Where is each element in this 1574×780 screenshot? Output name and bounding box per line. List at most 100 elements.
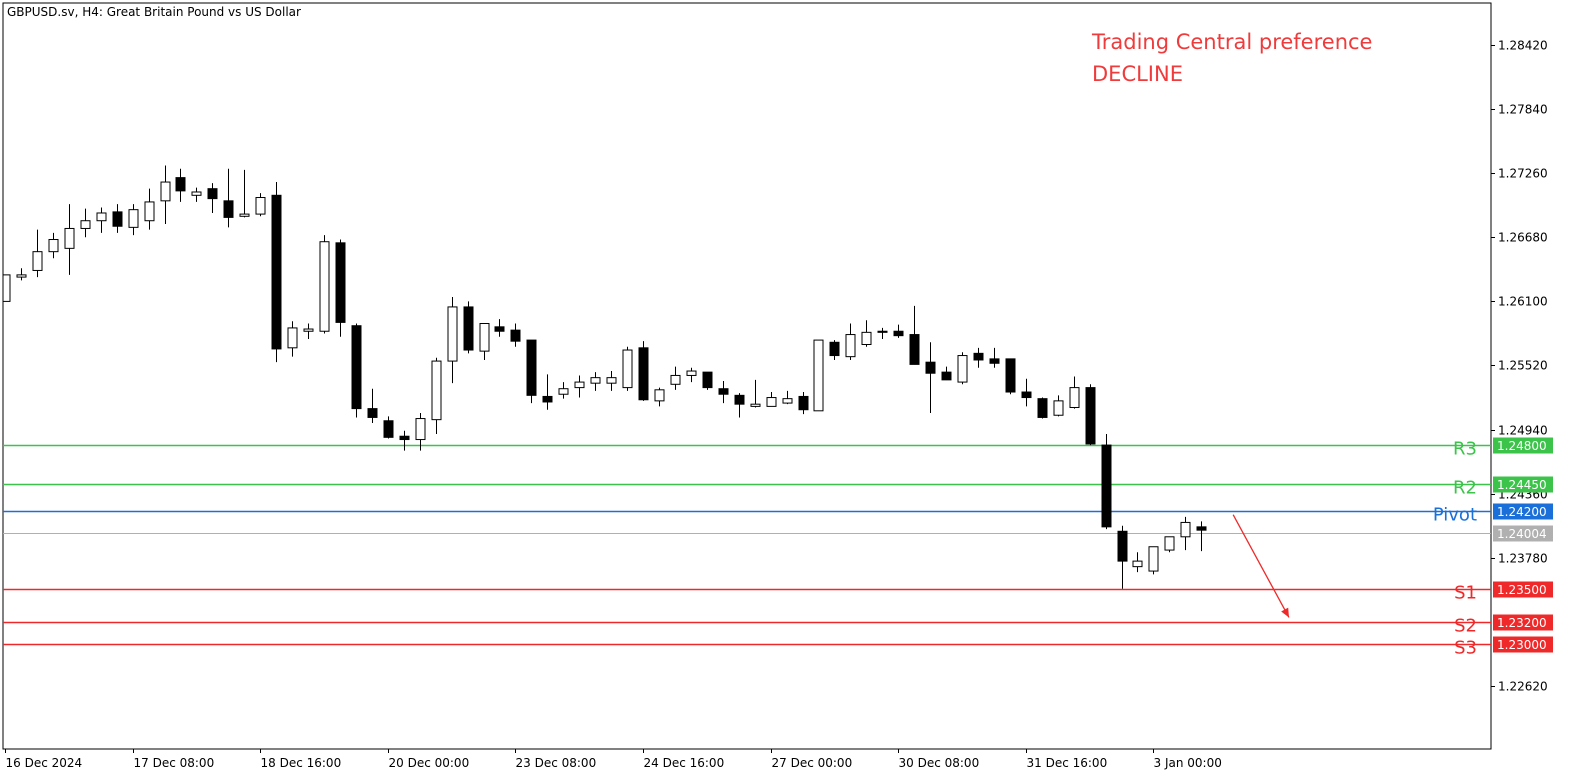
candle [447, 296, 458, 384]
candle [877, 327, 888, 339]
candle [925, 342, 936, 414]
x-tick-label: 23 Dec 08:00 [516, 756, 597, 770]
x-tick-label: 3 Jan 00:00 [1154, 756, 1222, 770]
candle-bullish [239, 213, 250, 217]
candle [989, 347, 1000, 368]
candle [718, 380, 729, 404]
candle-bearish [207, 188, 218, 200]
symbol-title: GBPUSD.sv, H4: Great Britain Pound vs US… [7, 5, 301, 19]
candle-bearish [1005, 358, 1016, 393]
level-price-label: 1.23500 [1497, 583, 1547, 597]
candle-bullish [431, 360, 442, 421]
candle [80, 208, 91, 238]
level-label-s2: S2 [1454, 616, 1477, 637]
x-tick-label: 27 Dec 00:00 [772, 756, 853, 770]
candle [1164, 536, 1175, 553]
level-price-box [1493, 636, 1553, 653]
candle [191, 187, 202, 202]
candle-bullish [1164, 536, 1175, 551]
candle-bullish [782, 398, 793, 404]
candle-bullish [1132, 560, 1143, 568]
candle-bullish [255, 197, 266, 215]
candle [622, 346, 633, 391]
candle [303, 323, 314, 339]
candle-bullish [2, 274, 11, 302]
candle [367, 388, 378, 423]
level-price-label: 1.23200 [1497, 616, 1547, 630]
level-price-box [1493, 525, 1553, 542]
y-tick-label: 1.26100 [1498, 295, 1548, 309]
candle-bearish [638, 347, 649, 401]
candle-bearish [399, 435, 410, 441]
candle [64, 204, 75, 275]
candle-bullish [303, 328, 314, 332]
candle [494, 319, 505, 337]
candle [670, 366, 681, 390]
candle-bullish [287, 327, 298, 349]
candle-bullish [16, 274, 27, 278]
candle-bullish [606, 377, 617, 384]
x-tick-label: 17 Dec 08:00 [134, 756, 215, 770]
candle [160, 165, 171, 225]
candle [558, 382, 569, 399]
y-tick-label: 1.27260 [1498, 167, 1548, 181]
candle-bullish [64, 227, 75, 249]
y-tick-label: 1.28420 [1498, 39, 1548, 53]
candle-bearish [223, 200, 234, 218]
forecast-arrow [1232, 514, 1290, 618]
candle [383, 416, 394, 439]
candle-bullish [654, 389, 665, 402]
plot-area [2, 2, 1492, 750]
level-price-box [1493, 476, 1553, 493]
x-tick-label: 16 Dec 2024 [6, 756, 83, 770]
forecast-arrow-head [1281, 607, 1289, 618]
time-axis[interactable]: 16 Dec 2024 17 Dec 08:00 18 Dec 16:00 20 De… [5, 749, 1222, 770]
candle [702, 371, 713, 390]
candle-bearish [893, 330, 904, 337]
candle [32, 229, 43, 278]
candle-bullish [32, 251, 43, 271]
candle-bearish [734, 394, 745, 405]
level-label-s1: S1 [1454, 583, 1477, 604]
candle [399, 430, 410, 451]
level-price-label: 1.24450 [1497, 478, 1547, 492]
y-tick-label: 1.26680 [1498, 231, 1548, 245]
candle-bullish [1148, 546, 1159, 572]
candle-bearish [367, 408, 378, 418]
candle [1117, 525, 1128, 589]
level-label-r3: R3 [1453, 439, 1477, 460]
y-tick-label: 1.24940 [1498, 424, 1548, 438]
candle [542, 374, 553, 410]
candle [1069, 376, 1080, 409]
candle-bullish [1053, 400, 1064, 416]
candle [175, 168, 186, 202]
candle-bullish [479, 323, 490, 352]
candle [1180, 516, 1191, 551]
candle [287, 321, 298, 357]
candle [415, 413, 426, 451]
candle [861, 320, 872, 347]
candle-bullish [750, 403, 761, 407]
candle [654, 387, 665, 407]
x-tick-label: 24 Dec 16:00 [644, 756, 725, 770]
candle-bullish [574, 381, 585, 389]
candle [2, 274, 11, 302]
candle [96, 207, 107, 233]
candle [1005, 358, 1016, 395]
candle [128, 204, 139, 236]
candle-bullish [558, 388, 569, 395]
candle-bullish [670, 374, 681, 385]
level-price-label: 1.24800 [1497, 439, 1547, 453]
candle-bullish [622, 349, 633, 389]
y-tick-label: 1.25520 [1498, 359, 1548, 373]
candle [510, 323, 521, 347]
level-price-box [1493, 437, 1553, 454]
candle [463, 301, 474, 354]
price-axis[interactable]: 1.28420 1.27840 1.27260 1.26680 1.26100 1.255… [1491, 39, 1548, 694]
candle-bearish [1117, 530, 1128, 562]
candle-bullish [686, 370, 697, 376]
candle-bullish [861, 331, 872, 346]
candle-bullish [96, 212, 107, 222]
preference-value: DECLINE [1092, 62, 1183, 86]
